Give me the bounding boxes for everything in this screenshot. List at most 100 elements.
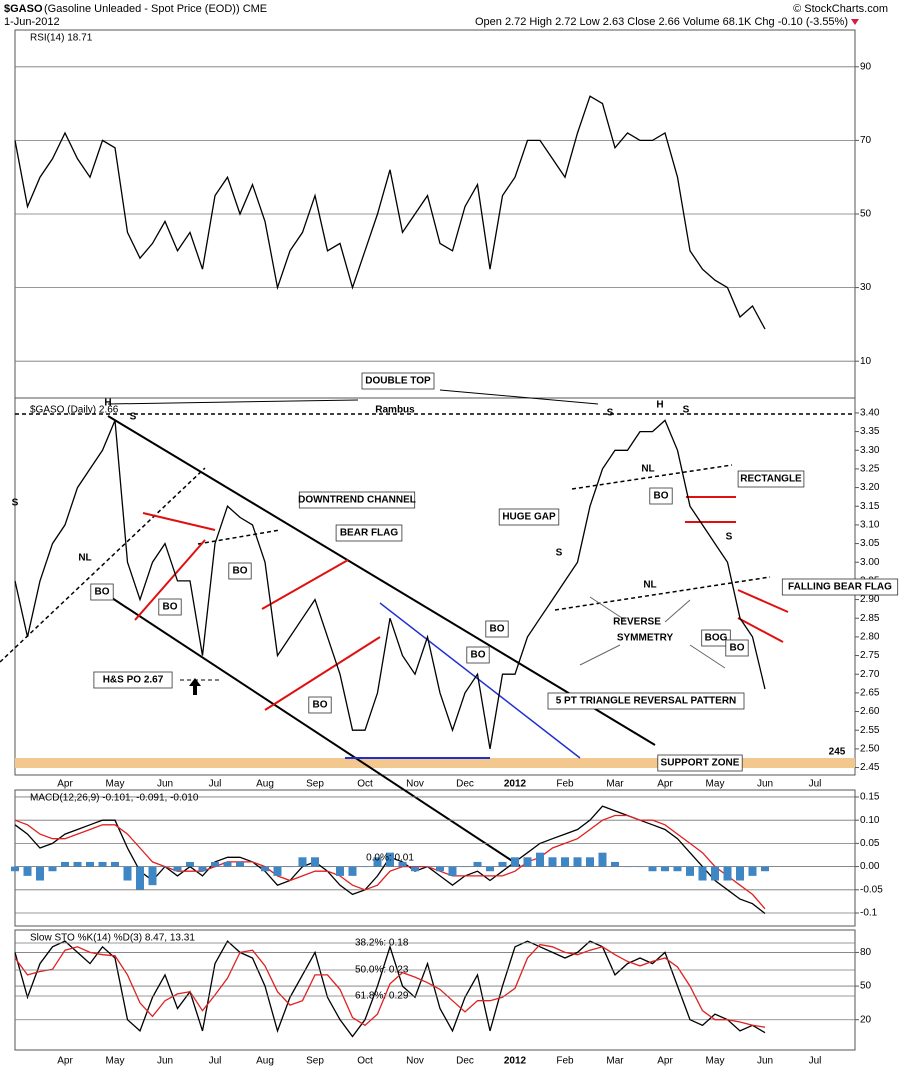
y-tick-label: 2.80: [860, 632, 880, 643]
histogram-bar: [423, 866, 432, 868]
histogram-bar: [723, 866, 732, 881]
histogram-bar: [86, 861, 94, 867]
x-tick-label: Oct: [357, 1056, 373, 1067]
histogram-bar: [186, 861, 194, 867]
histogram-bar: [311, 857, 319, 867]
x-tick-label: Apr: [657, 779, 673, 790]
series-line: [14, 95, 766, 330]
x-tick-label: Nov: [406, 779, 424, 790]
annotation-box: [335, 524, 403, 542]
description: (Gasoline Unleaded - Spot Price (EOD)) C…: [44, 3, 267, 15]
histogram-bar: [336, 866, 344, 876]
annotation: BO: [490, 624, 505, 635]
flag-line: [264, 636, 381, 711]
y-tick-label: 2.60: [860, 706, 880, 717]
annotation-box: [158, 598, 182, 616]
histogram-bar: [373, 857, 382, 867]
x-tick-label: Jul: [809, 779, 822, 790]
series-line: [14, 940, 766, 1038]
y-tick-label: 3.30: [860, 445, 880, 456]
x-tick-label: Dec: [456, 779, 474, 790]
y-tick-label: 0.15: [860, 792, 880, 803]
x-tick-label: Sep: [306, 1056, 324, 1067]
annotation: REVERSE: [613, 617, 661, 628]
histogram-bar: [648, 866, 657, 872]
x-tick-label: Nov: [406, 1056, 424, 1067]
fib-label: 61.8%: 0.29: [355, 991, 409, 1002]
histogram-bar: [711, 866, 719, 881]
y-tick-label: 2.90: [860, 594, 880, 605]
histogram-bar: [11, 866, 19, 872]
x-tick-label: May: [106, 779, 125, 790]
y-tick-label: 3.00: [860, 557, 880, 568]
annotation-box: [466, 646, 490, 664]
y-tick-label: 3.15: [860, 501, 880, 512]
annotation: DOUBLE TOP: [365, 376, 431, 387]
x-tick-label: Feb: [556, 1056, 574, 1067]
symbol: $GASO: [4, 3, 43, 15]
annotation: S: [130, 412, 137, 423]
panel-label: $GASO (Daily) 2.66: [30, 405, 119, 416]
x-tick-label: May: [106, 1056, 125, 1067]
annotation: S: [12, 498, 19, 509]
y-tick-label: 2.85: [860, 613, 880, 624]
annotation-box: [93, 671, 173, 689]
annotation: 245: [829, 747, 846, 758]
annotation: NL: [78, 553, 91, 564]
y-tick-label: 80: [860, 947, 872, 958]
y-tick-label: 3.35: [860, 426, 880, 437]
y-tick-label: 0.00: [860, 861, 880, 872]
neckline: [571, 464, 733, 490]
histogram-bar: [523, 857, 532, 867]
x-tick-label: Apr: [657, 1056, 673, 1067]
histogram-bar: [123, 866, 132, 881]
annotation: BO: [163, 602, 178, 613]
x-tick-label: Sep: [306, 779, 324, 790]
annotation-box: [228, 562, 252, 580]
histogram-bar: [611, 861, 619, 867]
y-tick-label: 3.20: [860, 482, 880, 493]
y-tick-label: 2.45: [860, 762, 880, 773]
annotation-box: [547, 692, 745, 710]
annotation: Rambus: [375, 405, 415, 416]
annotation-box: [498, 508, 560, 526]
y-tick-label: 10: [860, 356, 872, 367]
series-line: [14, 943, 766, 1028]
histogram-bar: [386, 852, 394, 867]
histogram-bar: [598, 852, 607, 867]
fib-label: 38.2%: 0.18: [355, 938, 409, 949]
annotation-box: [781, 578, 899, 596]
histogram-bar: [236, 861, 244, 867]
histogram-bar: [473, 861, 482, 867]
x-tick-label: Apr: [57, 1056, 73, 1067]
series-line: [14, 419, 766, 750]
annotation: BO: [654, 491, 669, 502]
histogram-bar: [198, 866, 207, 872]
x-tick-label: Feb: [556, 779, 574, 790]
annotation: S: [683, 405, 690, 416]
annotation: H: [104, 398, 111, 409]
annotation: DOWNTREND CHANNEL: [298, 495, 416, 506]
up-arrow: [189, 678, 201, 695]
histogram-bar: [286, 866, 294, 868]
callout-line: [579, 644, 621, 666]
y-tick-label: 3.25: [860, 464, 880, 475]
flag-line: [737, 617, 784, 643]
annotation: SUPPORT ZONE: [661, 758, 740, 769]
y-tick-label: 90: [860, 61, 872, 72]
annotation-box: [701, 629, 731, 647]
histogram-bar: [436, 866, 444, 872]
histogram-bar: [536, 852, 544, 867]
flag-line: [261, 559, 349, 610]
y-tick-label: 20: [860, 1014, 872, 1025]
y-tick-label: -0.05: [860, 884, 883, 895]
x-tick-label: 2012: [504, 779, 527, 790]
histogram-bar: [636, 866, 644, 868]
series-line: [14, 814, 766, 910]
histogram-bar: [173, 866, 182, 872]
x-tick-label: Jun: [157, 779, 173, 790]
histogram-bar: [498, 861, 507, 867]
fib-label: 50.0%: 0.23: [355, 965, 409, 976]
annotation: 5 PT TRIANGLE REVERSAL PATTERN: [556, 696, 737, 707]
flag-line: [134, 539, 206, 621]
